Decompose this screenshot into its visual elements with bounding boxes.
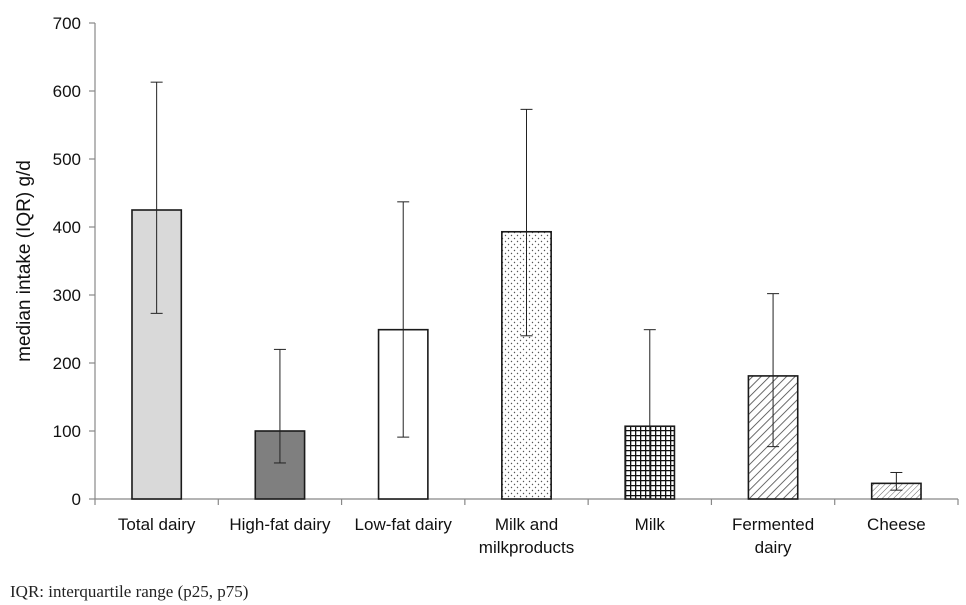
category-label: Milk	[635, 515, 666, 534]
category-label: Fermented dairy	[732, 515, 814, 557]
y-tick-label: 0	[72, 490, 81, 509]
bar-chart-svg: 0 100 200 300 400 500 600 700 Total dairy High-f…	[14, 14, 959, 557]
category-label: High-fat dairy	[229, 515, 331, 534]
error-bars	[150, 81, 903, 500]
y-tick-label: 500	[53, 150, 81, 169]
category-label: Total dairy	[118, 515, 196, 534]
category-label: Milk and milkproducts	[479, 515, 574, 557]
y-tick-label: 600	[53, 82, 81, 101]
y-tick-label: 700	[53, 14, 81, 33]
axes: 0 100 200 300 400 500 600 700	[53, 14, 959, 509]
category-label: Cheese	[867, 515, 926, 534]
y-axis-title: median intake (IQR) g/d	[14, 160, 35, 362]
footnote: IQR: interquartile range (p25, p75)	[10, 582, 249, 601]
y-tick-label: 400	[53, 218, 81, 237]
bars	[131, 209, 922, 500]
y-tick-label: 100	[53, 422, 81, 441]
category-label: Low-fat dairy	[355, 515, 453, 534]
category-labels: Total dairy High-fat dairy Low-fat dairy Mi…	[118, 515, 926, 557]
y-tick-label: 200	[53, 354, 81, 373]
y-tick-label: 300	[53, 286, 81, 305]
